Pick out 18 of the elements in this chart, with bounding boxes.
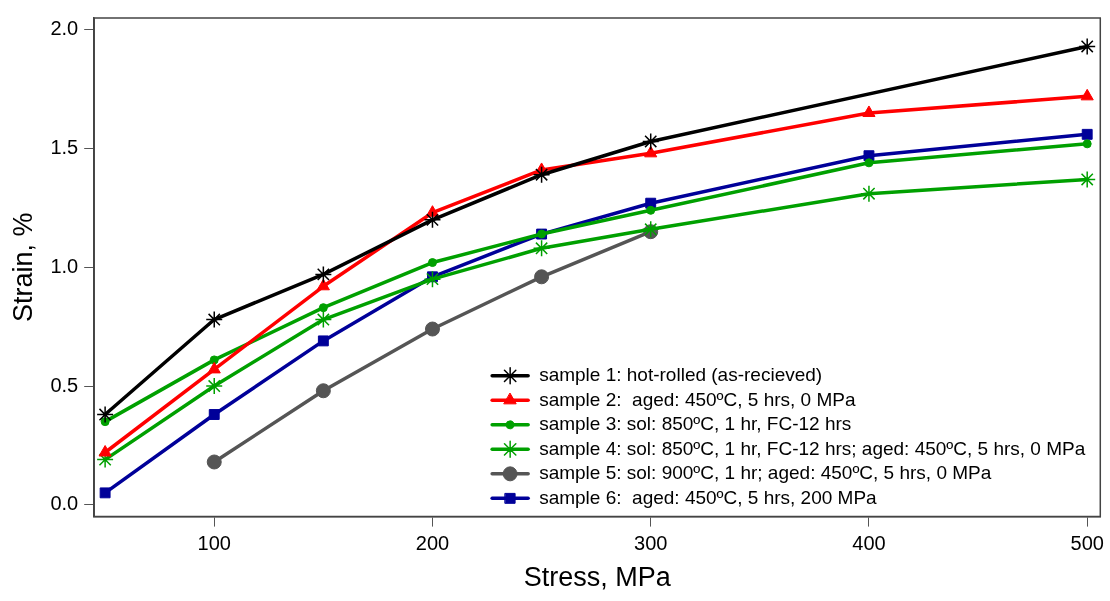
- x-tick-label: 200: [415, 532, 450, 555]
- x-tick-label: 500: [1070, 532, 1104, 555]
- y-tick-label: 0.5: [50, 373, 79, 396]
- x-axis-title: Stress, MPa: [523, 562, 672, 593]
- y-tick-label: 1.0: [50, 254, 79, 277]
- legend-label: sample 1: hot-rolled (as-recieved): [539, 364, 823, 386]
- x-tick-label: 400: [852, 532, 886, 555]
- legend-label: sample 4: sol: 850ºC, 1 hr, FC-12 hrs; aged: 450ºC, 5 hrs, 0 MPa: [539, 437, 1086, 459]
- y-tick-label: 2.0: [50, 17, 79, 40]
- legend-label: sample 3: sol: 850ºC, 1 hr, FC-12 hrs: [539, 413, 852, 435]
- x-tick-label: 300: [634, 532, 668, 555]
- legend-label: sample 6: aged: 450ºC, 5 hrs, 200 MPa: [539, 486, 878, 508]
- y-axis-title: Strain, %: [7, 212, 38, 323]
- legend-label: sample 2: aged: 450ºC, 5 hrs, 0 MPa: [539, 388, 856, 410]
- y-tick-label: 1.5: [50, 136, 79, 159]
- legend-label: sample 5: sol: 900ºC, 1 hr; aged: 450ºC, 5 hrs, 0 MPa: [539, 462, 992, 484]
- x-tick-label: 100: [197, 532, 231, 555]
- y-tick-label: 0.0: [50, 492, 79, 515]
